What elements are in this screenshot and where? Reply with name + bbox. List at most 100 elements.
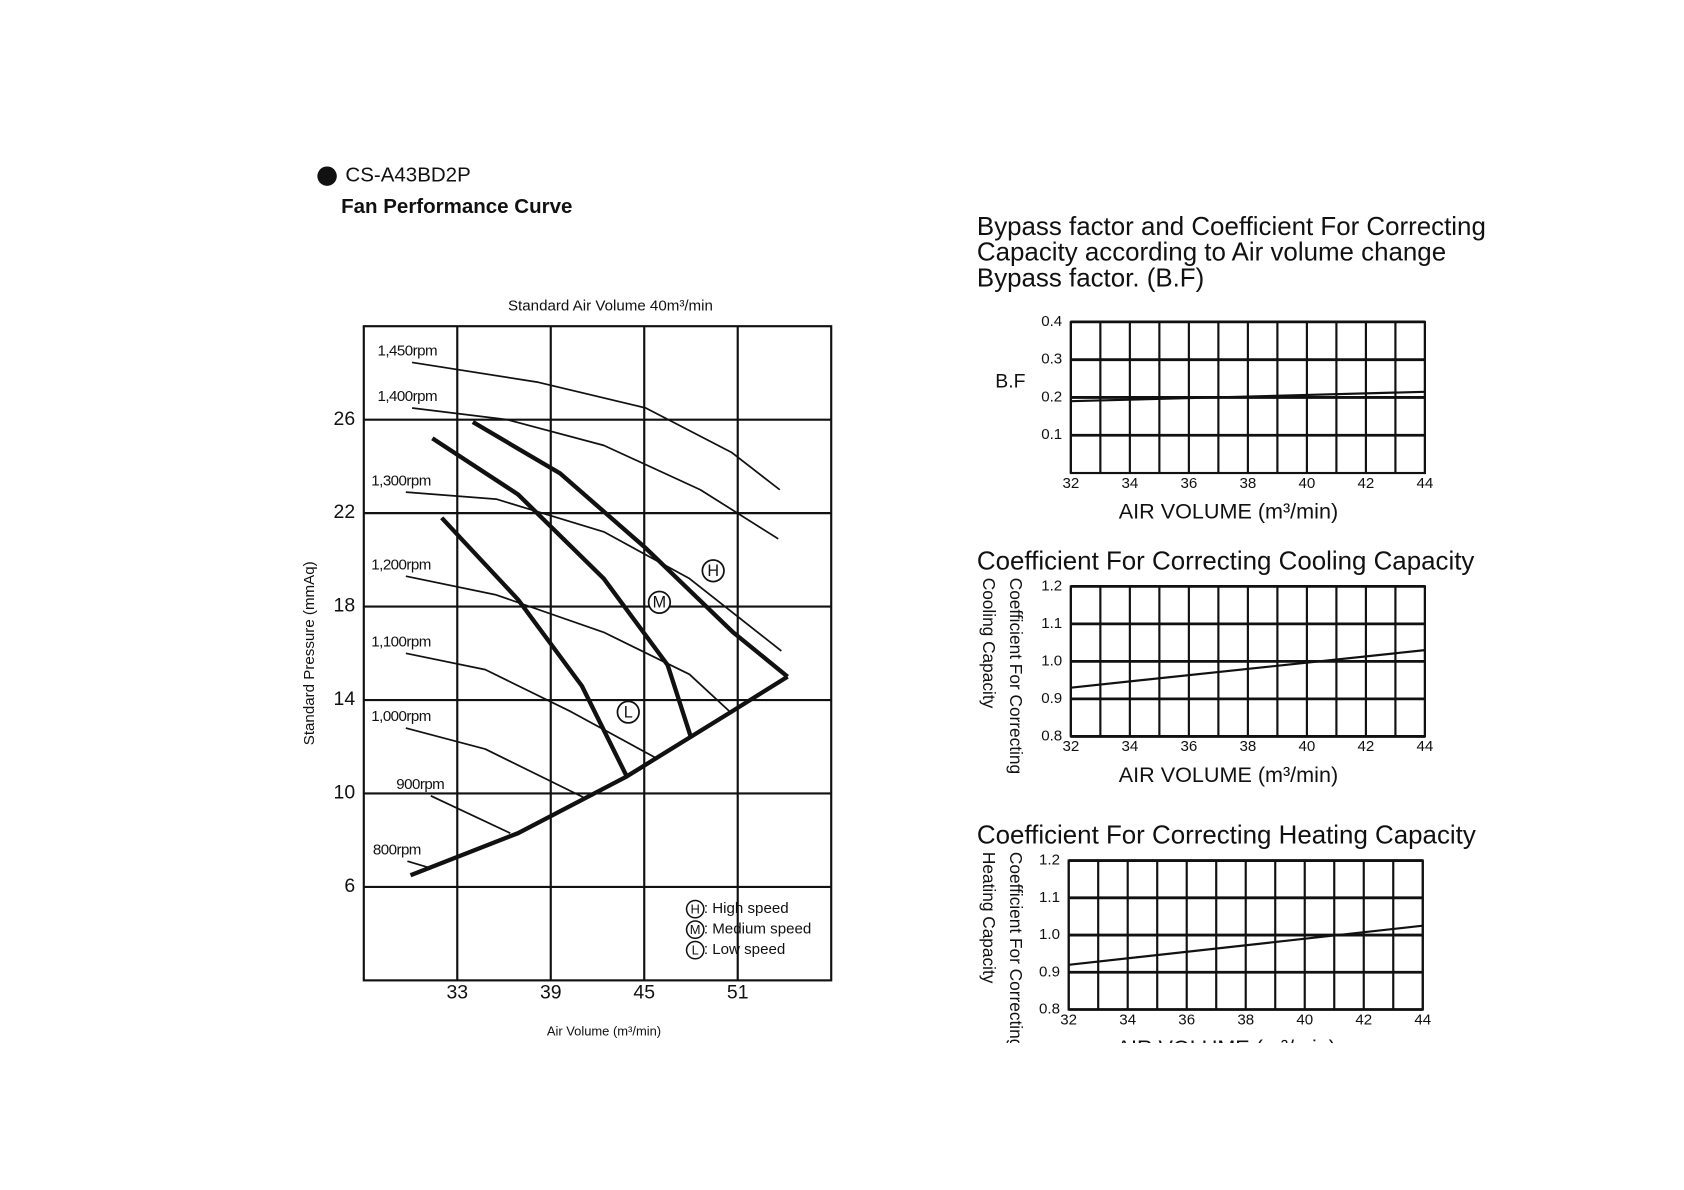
curve-label: 1,100rpm [371, 633, 431, 650]
y-tick-label: 14 [334, 688, 356, 710]
x-tick-label: 34 [1121, 738, 1138, 755]
x-tick-label: 42 [1358, 475, 1375, 492]
series-line [405, 652, 658, 760]
x-tick-label: 42 [1355, 1011, 1372, 1028]
speed-marker [647, 590, 672, 614]
curve-label: 1,200rpm [371, 556, 431, 573]
series-line [440, 516, 630, 779]
y-axis-label: Coefficient For Correcting [1006, 852, 1026, 1048]
bullet [317, 166, 337, 186]
chart-title: Bypass factor. (B.F) [977, 265, 1204, 293]
speed-marker [616, 700, 640, 724]
x-tick-label: 51 [727, 981, 749, 1003]
chart: 32 34 36 38 40 42 44 0.1 0.2 0.3 0.4 Bypass factor.… [977, 265, 1433, 524]
x-tick-label: 45 [633, 981, 655, 1003]
series-line [405, 727, 586, 799]
legend-text: : Medium speed [704, 921, 812, 938]
series-line [411, 361, 781, 491]
speed-marker [701, 559, 725, 583]
x-tick-label: 44 [1417, 738, 1434, 755]
y-tick-label: 26 [334, 408, 356, 430]
y-axis-label: Coefficient For Correcting [1006, 578, 1026, 774]
y-tick-label: 22 [334, 501, 356, 523]
y-axis-label: Cooling Capacity [979, 578, 999, 709]
curve-label: 1,450rpm [378, 343, 438, 360]
x-tick-label: 38 [1237, 1011, 1254, 1028]
y-tick-label: 1.0 [1041, 652, 1062, 669]
y-axis-label: B.F [995, 370, 1025, 392]
x-tick-label: 32 [1060, 1011, 1077, 1028]
y-tick-label: 0.9 [1041, 690, 1062, 707]
x-tick-label: 34 [1119, 1011, 1136, 1028]
chart-title: Standard Air Volume 40m³/min [508, 298, 713, 315]
section-heading: Bypass factor and Coefficient For Correc… [977, 213, 1486, 241]
y-tick-label: 18 [334, 595, 356, 617]
legend-text: : Low speed [704, 941, 785, 958]
x-axis-label: AIR VOLUME (m³/min) [1119, 499, 1338, 524]
y-tick-label: 6 [344, 875, 355, 897]
y-tick-label: 0.9 [1039, 963, 1060, 980]
x-tick-label: 40 [1298, 738, 1315, 755]
x-tick-label: 36 [1178, 1011, 1195, 1028]
x-axis-label: AIR VOLUME (m³/min) [1119, 762, 1338, 787]
model-name: CS-A43BD2P [345, 164, 470, 187]
y-axis-label: Standard Pressure (mmAq) [301, 561, 318, 745]
plot-frame [362, 325, 833, 982]
curve-label: 1,300rpm [371, 472, 431, 489]
y-tick-label: 10 [334, 782, 356, 804]
y-tick-label: 0.4 [1041, 313, 1062, 330]
chart: 32 34 36 38 40 42 44 0.8 0.9 1.0 1.1 1.2 Coefficient… [977, 822, 1476, 1048]
series-line [430, 795, 511, 834]
y-tick-label: 1.0 [1039, 926, 1060, 943]
y-tick-label: 0.3 [1041, 351, 1062, 368]
y-tick-label: 1.1 [1041, 615, 1062, 632]
series-line [1070, 649, 1426, 689]
y-tick-label: 1.2 [1041, 577, 1062, 594]
series-line [405, 575, 731, 713]
speed-marker-label: L [624, 703, 633, 721]
y-tick-label: 0.2 [1041, 388, 1062, 405]
speed-marker-label: H [707, 562, 719, 580]
series-line [1070, 390, 1425, 403]
series-line [431, 436, 694, 739]
x-tick-label: 38 [1239, 475, 1256, 492]
x-tick-label: 38 [1239, 738, 1256, 755]
y-axis-label: Heating Capacity [979, 852, 999, 984]
series-line [405, 491, 782, 652]
x-tick-label: 40 [1296, 1011, 1313, 1028]
chart-title: Coefficient For Correcting Cooling Capac… [977, 547, 1474, 575]
x-tick-label: 44 [1417, 475, 1434, 492]
x-tick-label: 42 [1358, 738, 1375, 755]
x-tick-label: 40 [1298, 475, 1315, 492]
legend-symbol-ring [685, 899, 705, 919]
y-tick-label: 1.2 [1039, 852, 1060, 869]
legend-symbol-ring [685, 940, 705, 960]
curve-label: 1,400rpm [378, 388, 438, 405]
series-line [411, 407, 779, 540]
legend-text: : High speed [704, 900, 789, 917]
plot-frame [1069, 320, 1427, 475]
x-tick-label: 44 [1414, 1011, 1431, 1028]
section-heading: Capacity according to Air volume change [977, 239, 1446, 267]
x-tick-label: 39 [540, 981, 562, 1003]
legend-symbol: M [690, 922, 701, 937]
curve-label: 800rpm [373, 841, 421, 858]
plot-frame [1067, 859, 1424, 1011]
legend-symbol-ring [685, 920, 705, 940]
chart-title: Coefficient For Correcting Heating Capac… [977, 822, 1476, 850]
legend-symbol: H [691, 902, 700, 917]
y-tick-label: 0.1 [1041, 426, 1062, 443]
curve-label: 1,000rpm [371, 708, 431, 725]
y-tick-label: 0.8 [1039, 1001, 1060, 1018]
series-line [1068, 924, 1423, 966]
legend-symbol: L [692, 943, 699, 958]
curve-label: 900rpm [396, 776, 444, 793]
subtitle: Fan Performance Curve [341, 195, 572, 218]
x-tick-label: 33 [446, 981, 468, 1003]
x-tick-label: 34 [1121, 475, 1138, 492]
x-tick-label: 36 [1180, 738, 1197, 755]
y-tick-label: 1.1 [1039, 889, 1060, 906]
plot-frame [1069, 585, 1427, 738]
